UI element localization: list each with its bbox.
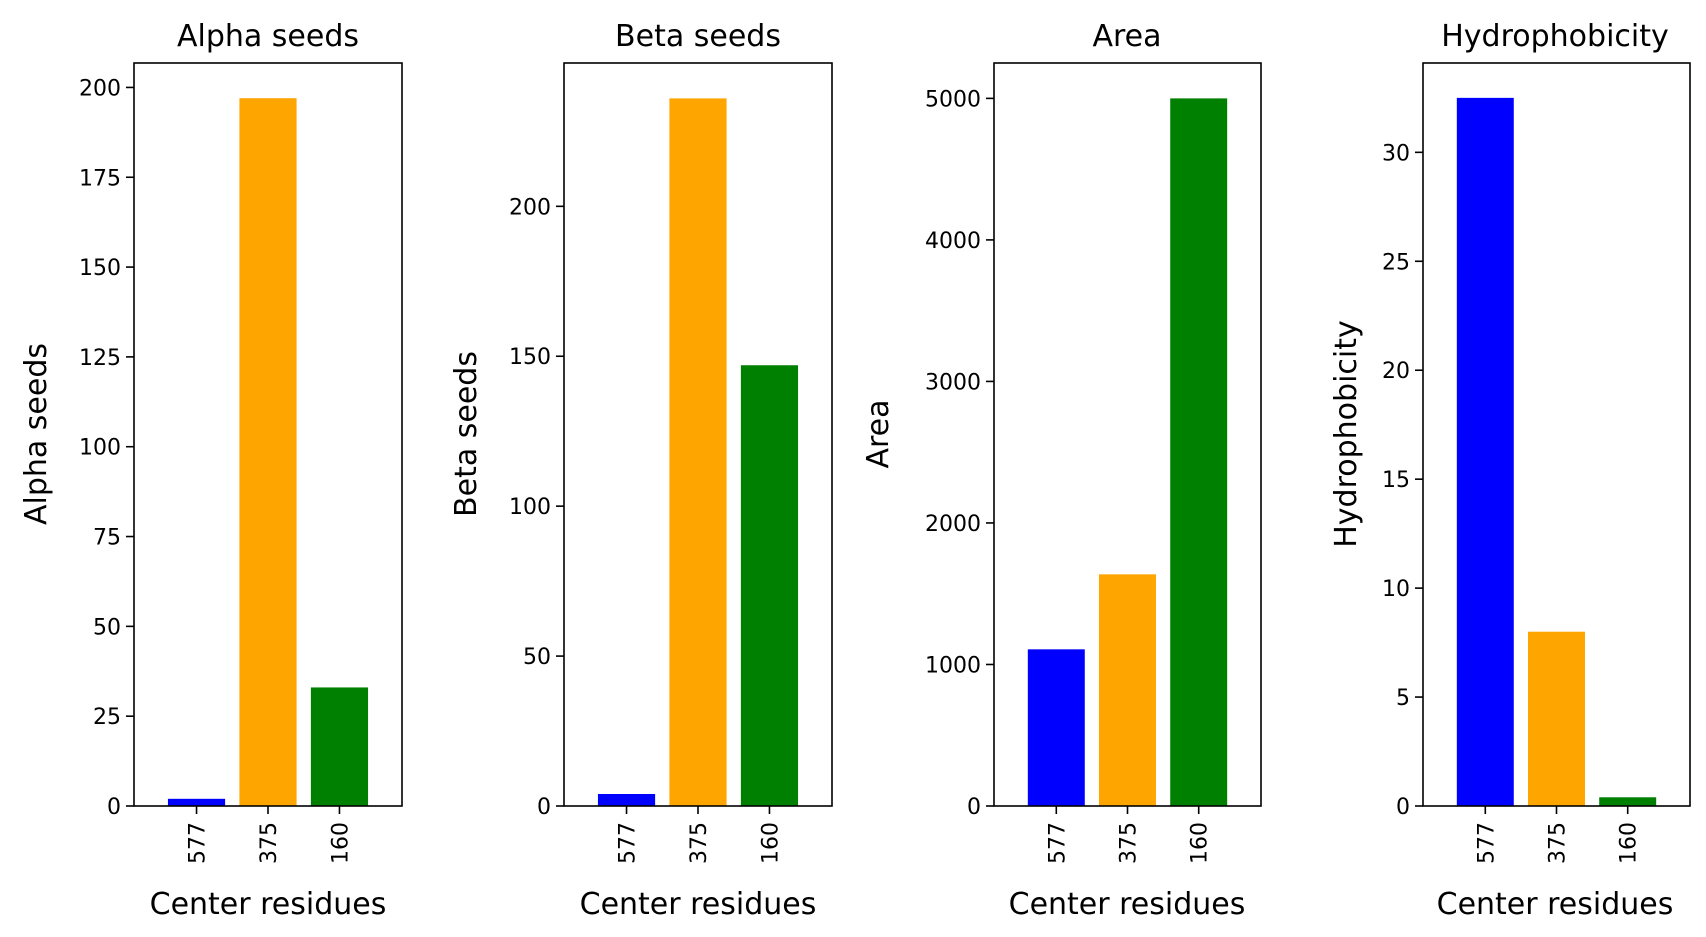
y-tick-label: 200	[79, 76, 121, 101]
y-tick-label: 0	[967, 795, 981, 820]
axes-frame	[563, 62, 833, 807]
bar-577	[597, 794, 656, 806]
y-tick-label: 5	[1396, 686, 1410, 711]
x-axis-label: Center residues	[1009, 887, 1246, 922]
axes-frame	[1422, 62, 1691, 807]
y-axis-label: Hydrophobicity	[1329, 320, 1364, 548]
axes-frame	[993, 62, 1262, 807]
y-tick-label: 5000	[925, 87, 981, 112]
x-tick-label: 160	[328, 822, 353, 864]
bar-375	[1528, 631, 1585, 806]
x-tick-label: 375	[687, 822, 712, 864]
y-tick-label: 3000	[925, 370, 981, 395]
y-axis-label: Alpha seeds	[19, 343, 54, 525]
y-tick-label: 20	[1382, 359, 1410, 384]
chart-panel-area: Area 577 375 160 0 1000 2000 3000 4000 5000 Cent…	[861, 19, 1262, 922]
x-axis-label: Center residues	[150, 887, 387, 922]
y-tick-label: 100	[509, 495, 551, 520]
x-tick-label: 375	[1117, 822, 1142, 864]
x-tick-label: 577	[1474, 822, 1499, 864]
chart-panel-hydrophobicity: Hydrophobicity 577 375 160 0 5 10 15 20 25 30 Cen…	[1329, 19, 1691, 922]
y-tick-label: 25	[93, 705, 121, 730]
y-tick-label: 15	[1382, 468, 1410, 493]
axes-frame	[133, 62, 403, 807]
bar-577	[167, 798, 226, 806]
plot-area: 577 375 160 0 5 10 15 20 25 30	[1382, 62, 1691, 864]
y-tick-label: 0	[107, 795, 121, 820]
y-tick-label: 200	[509, 195, 551, 220]
y-tick-label: 50	[93, 615, 121, 640]
panel-title: Area	[1092, 19, 1161, 54]
y-tick-label: 25	[1382, 250, 1410, 275]
chart-panel-beta-seeds: Beta seeds 577 375 160 0 50 100 150 200 Center …	[449, 19, 833, 922]
bar-160	[740, 365, 799, 806]
y-axis-label: Beta seeds	[449, 351, 484, 517]
panel-title: Hydrophobicity	[1441, 19, 1669, 54]
bar-160	[310, 687, 369, 806]
y-tick-label: 150	[509, 345, 551, 370]
y-tick-label: 1000	[925, 653, 981, 678]
x-tick-label: 160	[1188, 822, 1213, 864]
x-tick-label: 375	[1546, 822, 1571, 864]
x-axis-label: Center residues	[1437, 887, 1674, 922]
y-tick-label: 150	[79, 256, 121, 281]
bar-375	[239, 98, 297, 807]
plot-area: 577 375 160 0 50 100 150 200	[509, 62, 833, 864]
x-tick-label: 577	[186, 822, 211, 864]
y-tick-label: 125	[79, 346, 121, 371]
y-tick-label: 2000	[925, 512, 981, 537]
bar-577	[1456, 97, 1514, 806]
y-tick-label: 0	[1396, 795, 1410, 820]
x-tick-label: 375	[257, 822, 282, 864]
y-tick-label: 4000	[925, 229, 981, 254]
y-tick-label: 0	[537, 795, 551, 820]
y-tick-label: 100	[79, 436, 121, 461]
x-tick-label: 160	[758, 822, 783, 864]
x-tick-label: 577	[616, 822, 641, 864]
y-tick-label: 75	[93, 526, 121, 551]
plot-area: 577 375 160 0 25 50 75 100 125 150 175 200	[79, 62, 403, 864]
x-tick-label: 577	[1045, 822, 1070, 864]
bar-375	[669, 98, 727, 806]
x-tick-label: 160	[1617, 822, 1642, 864]
y-tick-label: 30	[1382, 141, 1410, 166]
y-tick-label: 10	[1382, 577, 1410, 602]
bar-160	[1599, 797, 1657, 806]
panel-title: Beta seeds	[615, 19, 781, 54]
y-tick-label: 175	[79, 166, 121, 191]
plot-area: 577 375 160 0 1000 2000 3000 4000 5000	[925, 62, 1262, 864]
bar-160	[1170, 98, 1228, 806]
chart-panel-alpha-seeds: Alpha seeds 577 375 160 0 25 50 75 100 125 150 175…	[19, 19, 403, 922]
bar-375	[1099, 574, 1156, 806]
y-tick-label: 50	[523, 645, 551, 670]
bar-577	[1027, 649, 1085, 806]
x-axis-label: Center residues	[580, 887, 817, 922]
panel-title: Alpha seeds	[177, 19, 359, 54]
y-axis-label: Area	[861, 399, 896, 468]
